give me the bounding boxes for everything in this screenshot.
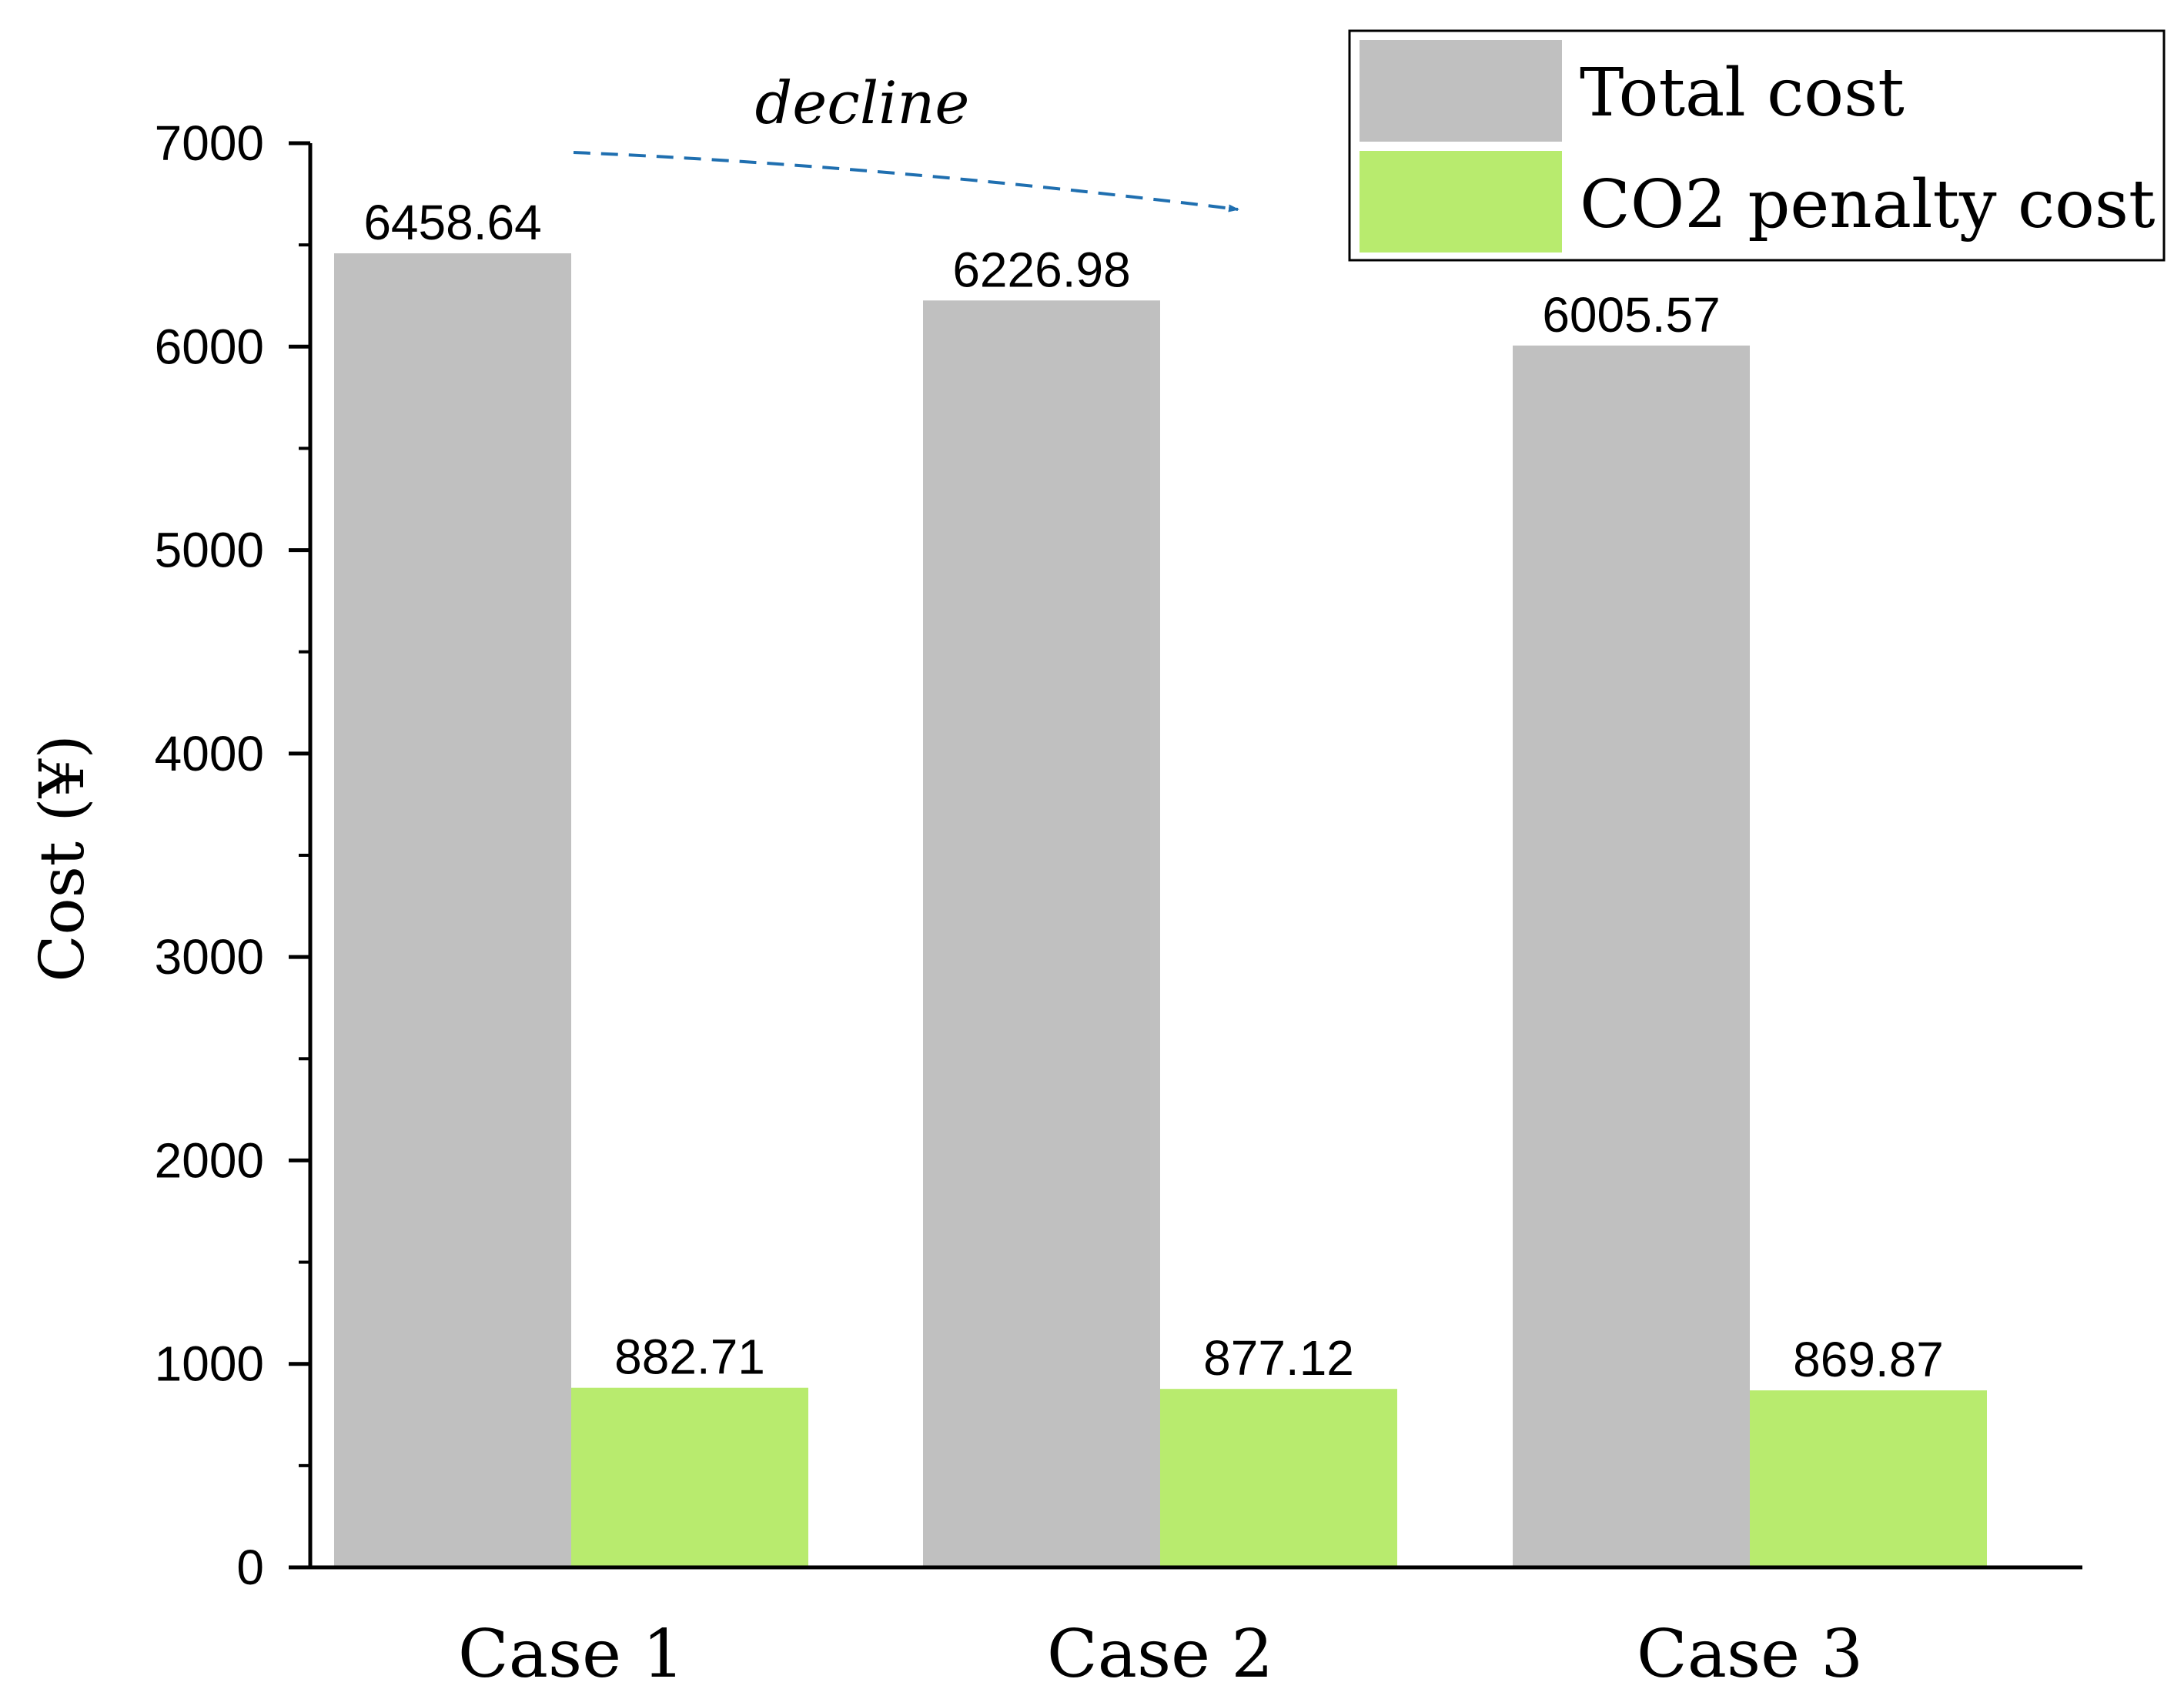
y-tick-label: 6000: [155, 319, 264, 374]
data-label-total-cost-case-1: 6458.64: [363, 195, 541, 250]
bar-co2-penalty-case-1: [571, 1387, 808, 1567]
legend-label-total-cost: Total cost: [1580, 55, 1905, 132]
data-label-co2-penalty-case-2: 877.12: [1203, 1330, 1354, 1386]
bar-co2-penalty-case-2: [1160, 1389, 1397, 1567]
x-tick-label-case-1: Case 1: [458, 1616, 684, 1693]
y-tick-label: 7000: [155, 115, 264, 171]
bar-co2-penalty-case-3: [1750, 1390, 1987, 1567]
bar-total-cost-case-1: [334, 253, 571, 1567]
legend: Total cost CO2 penalty cost: [1348, 29, 2166, 262]
y-tick-label: 0: [236, 1540, 264, 1595]
legend-label-co2-penalty-cost: CO2 penalty cost: [1580, 166, 2156, 243]
data-label-total-cost-case-2: 6226.98: [952, 242, 1130, 297]
bar-total-cost-case-3: [1513, 345, 1750, 1568]
y-tick-label: 4000: [155, 726, 264, 781]
data-label-co2-penalty-case-1: 882.71: [614, 1329, 765, 1385]
x-tick-label-case-3: Case 3: [1637, 1616, 1863, 1693]
axes-layer: [289, 141, 2082, 1570]
y-tick-label: 3000: [155, 929, 264, 985]
decline-annotation: decline: [755, 69, 970, 137]
decline-arrow: [573, 151, 1239, 212]
x-tick-label-case-2: Case 2: [1047, 1616, 1273, 1693]
y-tick-label: 2000: [155, 1132, 264, 1188]
y-tick-label: 5000: [155, 523, 264, 578]
bars-layer: [334, 253, 1987, 1568]
data-label-co2-penalty-case-3: 869.87: [1793, 1332, 1944, 1387]
legend-swatch-total-cost: [1360, 40, 1562, 142]
y-tick-label: 1000: [155, 1336, 264, 1392]
labels-layer: 6458.64 882.71 Case 1 6226.98 877.12 Case 2 60…: [155, 115, 1944, 1693]
y-axis-title: Cost (¥): [26, 734, 98, 982]
legend-swatch-co2-penalty-cost: [1360, 151, 1562, 253]
bar-total-cost-case-2: [923, 300, 1160, 1568]
data-label-total-cost-case-3: 6005.57: [1542, 287, 1720, 343]
